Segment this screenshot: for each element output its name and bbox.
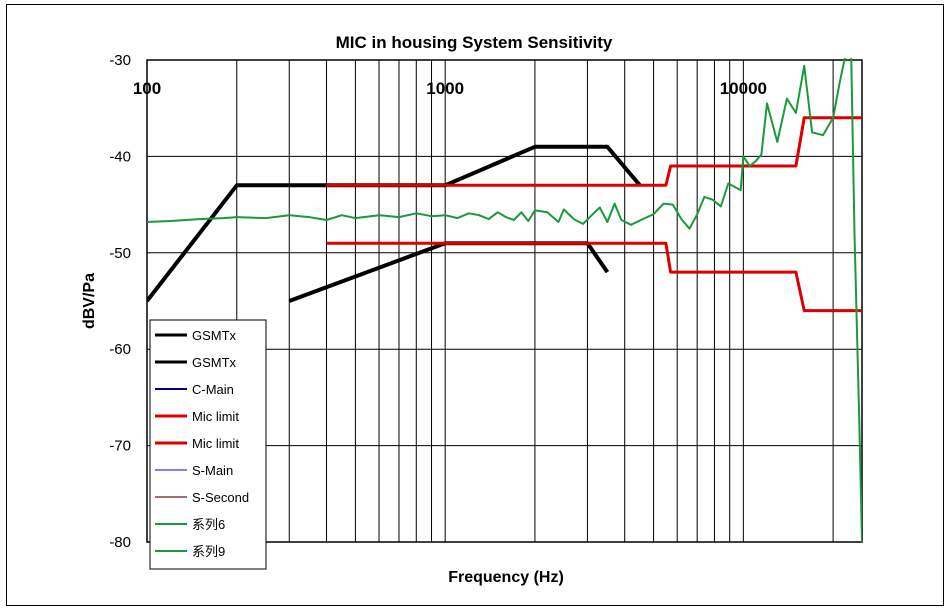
legend-label: 系列6 bbox=[192, 517, 225, 532]
legend: GSMTx GSMTx C-Main Mic limit Mic limit S-Main… bbox=[149, 319, 267, 570]
y-tick-label: -60 bbox=[109, 341, 131, 358]
legend-label: 系列9 bbox=[192, 544, 225, 559]
legend-label: S-Main bbox=[192, 463, 233, 478]
series-line-1 bbox=[147, 144, 642, 303]
chart-title: MIC in housing System Sensitivity bbox=[336, 33, 613, 52]
legend-label: Mic limit bbox=[192, 409, 239, 424]
x-tick-label: 1000 bbox=[426, 79, 464, 98]
series-line-8 bbox=[147, 58, 862, 543]
y-tick-label: -50 bbox=[109, 245, 131, 262]
x-tick-label: 100 bbox=[133, 79, 161, 98]
y-tick-label: -70 bbox=[109, 438, 131, 455]
legend-label: GSMTx bbox=[192, 355, 237, 370]
legend-label: S-Second bbox=[192, 490, 249, 505]
x-tick-label: 10000 bbox=[720, 79, 767, 98]
legend-label: GSMTx bbox=[192, 328, 237, 343]
y-tick-label: -30 bbox=[109, 52, 131, 69]
x-axis-title: Frequency (Hz) bbox=[448, 569, 564, 586]
legend-label: C-Main bbox=[192, 382, 234, 397]
series-line-4 bbox=[326, 116, 862, 187]
y-tick-label: -40 bbox=[109, 148, 131, 165]
series-line-5 bbox=[326, 241, 862, 313]
y-axis-title: dBV/Pa bbox=[81, 273, 98, 329]
y-tick-label: -80 bbox=[109, 534, 131, 551]
legend-label: Mic limit bbox=[192, 436, 239, 451]
